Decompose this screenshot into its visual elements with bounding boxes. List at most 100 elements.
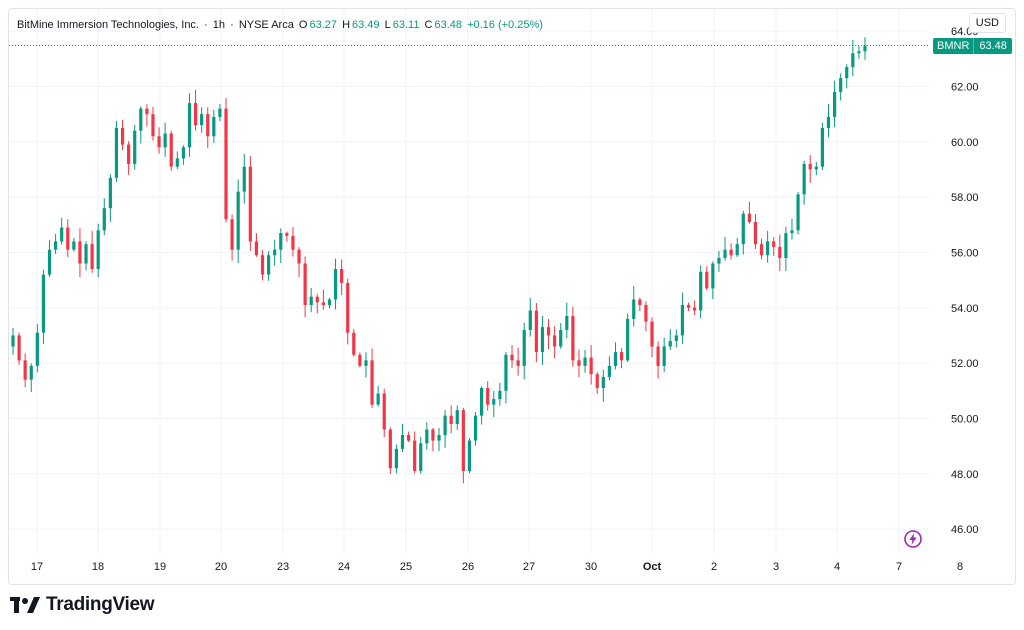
candle-body — [120, 127, 125, 145]
candle-body — [820, 127, 824, 167]
candle-body — [632, 299, 636, 319]
candle-body — [717, 257, 721, 264]
candle-body — [206, 114, 210, 137]
flash-icon[interactable] — [903, 529, 923, 549]
candle-body — [553, 335, 557, 347]
candle-body — [151, 114, 155, 137]
candle-body — [522, 329, 526, 366]
time-tick-label: 27 — [523, 561, 535, 573]
candle-body — [260, 255, 265, 275]
grid-horizontal — [9, 30, 929, 530]
currency-button[interactable]: USD — [968, 13, 1006, 33]
candle-body — [443, 415, 447, 436]
candle-body — [218, 108, 222, 117]
time-tick-label: Oct — [643, 561, 662, 573]
candle-body — [431, 429, 435, 441]
price-tick-label: 56.00 — [951, 247, 979, 259]
candle-body — [370, 360, 374, 405]
candle-body — [808, 163, 812, 170]
candle-body — [224, 108, 228, 220]
candle-body — [845, 67, 849, 79]
price-tick-label: 60.00 — [951, 137, 979, 149]
time-tick-label: 4 — [834, 561, 840, 573]
close-label: C — [424, 19, 433, 31]
candle-body — [254, 241, 259, 256]
candle-body — [139, 108, 143, 131]
candle-body — [705, 271, 709, 289]
candle-body — [23, 360, 27, 380]
candle-body — [267, 255, 271, 275]
candle-body — [504, 354, 508, 391]
candle-body — [741, 213, 745, 245]
candle-body — [534, 310, 538, 353]
symbol-name: BitMine Immersion Technologies, Inc. — [17, 19, 199, 31]
candle-body — [759, 244, 764, 256]
candle-body — [595, 374, 599, 389]
change-value: +0.16 (+0.25%) — [467, 19, 543, 31]
candle-body — [248, 166, 252, 242]
candle-body — [388, 429, 392, 469]
candle-body — [382, 393, 386, 430]
candle-body — [333, 269, 338, 300]
candle-body — [96, 230, 100, 270]
candle-body — [686, 305, 691, 308]
chart-frame[interactable]: 64.00 62.00 60.00 58.00 56.00 54.00 52.00 50.00… — [8, 8, 1016, 585]
candle-body — [127, 144, 131, 164]
candle-body — [498, 390, 502, 400]
open-label: O — [298, 19, 308, 31]
time-axis[interactable]: 17 18 19 20 23 24 25 26 27 30 Oct 2 3 4 7 8 — [31, 561, 963, 573]
candle-body — [863, 45, 867, 52]
candle-body — [406, 435, 411, 441]
candle-body — [273, 249, 277, 256]
interval: 1h — [212, 19, 226, 31]
high-label: H — [342, 19, 351, 31]
candle-body — [352, 332, 356, 355]
price-tag-price: 63.48 — [973, 37, 1012, 54]
candle-body — [321, 302, 325, 306]
candle-body — [699, 271, 703, 311]
time-tick-label: 23 — [277, 561, 289, 573]
candle-body — [492, 399, 496, 405]
candle-body — [747, 213, 751, 223]
candle-body — [400, 435, 405, 449]
candle-body — [66, 227, 70, 250]
last-price-tag: BMNR 63.48 — [933, 37, 1012, 54]
time-tick-label: 20 — [215, 561, 227, 573]
low-label: L — [384, 19, 391, 31]
time-tick-label: 3 — [773, 561, 779, 573]
tradingview-logo[interactable]: TradingView — [10, 592, 155, 618]
candle-body — [461, 410, 465, 472]
price-tag-symbol: BMNR — [933, 37, 974, 54]
price-tick-label: 58.00 — [951, 192, 979, 204]
candle-body — [680, 305, 685, 336]
candle-body — [212, 116, 216, 137]
time-tick-label: 2 — [711, 561, 717, 573]
price-axis[interactable]: 64.0062.0060.0058.0056.0054.0052.0050.00… — [951, 26, 979, 536]
candle-body — [559, 329, 563, 347]
price-tick-label: 50.00 — [951, 413, 979, 425]
candle-body — [84, 244, 88, 264]
candle-body — [17, 335, 21, 361]
candle-body — [565, 316, 569, 330]
grid-vertical — [36, 9, 900, 554]
candle-body — [486, 388, 490, 405]
candle-body — [626, 318, 630, 361]
time-tick-label: 19 — [154, 561, 166, 573]
candle-body — [358, 354, 362, 366]
price-tick-label: 46.00 — [951, 524, 979, 536]
tradingview-logo-icon — [10, 597, 40, 613]
candle-body — [668, 340, 672, 347]
candle-body — [693, 307, 697, 311]
candle-body — [467, 440, 472, 472]
candle-body — [826, 116, 831, 128]
candle-body — [114, 127, 119, 178]
candle-body — [90, 244, 94, 270]
candle-body — [583, 357, 587, 366]
candle-body — [613, 352, 618, 366]
time-tick-label: 25 — [400, 561, 412, 573]
time-tick-label: 8 — [957, 561, 963, 573]
candle-body — [309, 296, 313, 306]
candle-body — [54, 241, 58, 250]
candle-body — [711, 263, 715, 289]
candlestick-chart[interactable]: 64.0062.0060.0058.0056.0054.0052.0050.00… — [9, 9, 1015, 584]
